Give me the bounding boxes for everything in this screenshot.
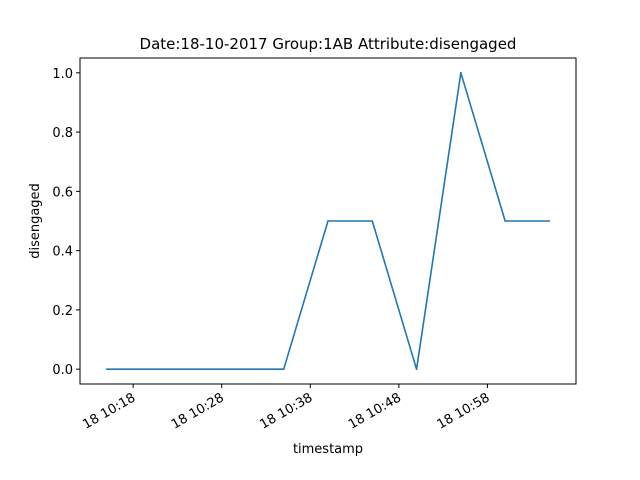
- x-tick-label: 18 10:18: [80, 390, 138, 432]
- y-tick-label: 1.0: [52, 67, 73, 82]
- x-tick-label: 18 10:48: [346, 390, 404, 432]
- y-tick-label: 0.6: [52, 185, 73, 200]
- y-tick-label: 0.4: [52, 245, 73, 260]
- x-tick-label: 18 10:38: [257, 390, 315, 432]
- series-line: [106, 72, 550, 370]
- x-axis-label: timestamp: [293, 442, 363, 457]
- x-tick-label: 18 10:28: [169, 390, 227, 432]
- data-point: [282, 368, 285, 370]
- chart-title: Date:18-10-2017 Group:1AB Attribute:dise…: [140, 35, 517, 53]
- plot-frame: [79, 57, 577, 385]
- data-point: [460, 72, 462, 74]
- x-tick-label: 18 10:58: [435, 390, 493, 432]
- data-point: [327, 220, 329, 222]
- y-tick-label: 0.0: [52, 363, 73, 378]
- data-point: [415, 368, 418, 370]
- data-point: [371, 220, 374, 222]
- x-axis: 18 10:18 18 10:28 18 10:38 18 10:48 18 10:58: [80, 384, 492, 433]
- data-point: [548, 220, 551, 222]
- data-point: [105, 368, 108, 370]
- y-tick-label: 0.2: [52, 304, 73, 319]
- y-axis: 0.0 0.2 0.4 0.6 0.8 1.0: [52, 67, 80, 378]
- data-point: [504, 220, 506, 222]
- y-axis-label: disengaged: [28, 183, 43, 259]
- series-layer: [105, 72, 551, 370]
- y-tick-label: 0.8: [52, 126, 73, 141]
